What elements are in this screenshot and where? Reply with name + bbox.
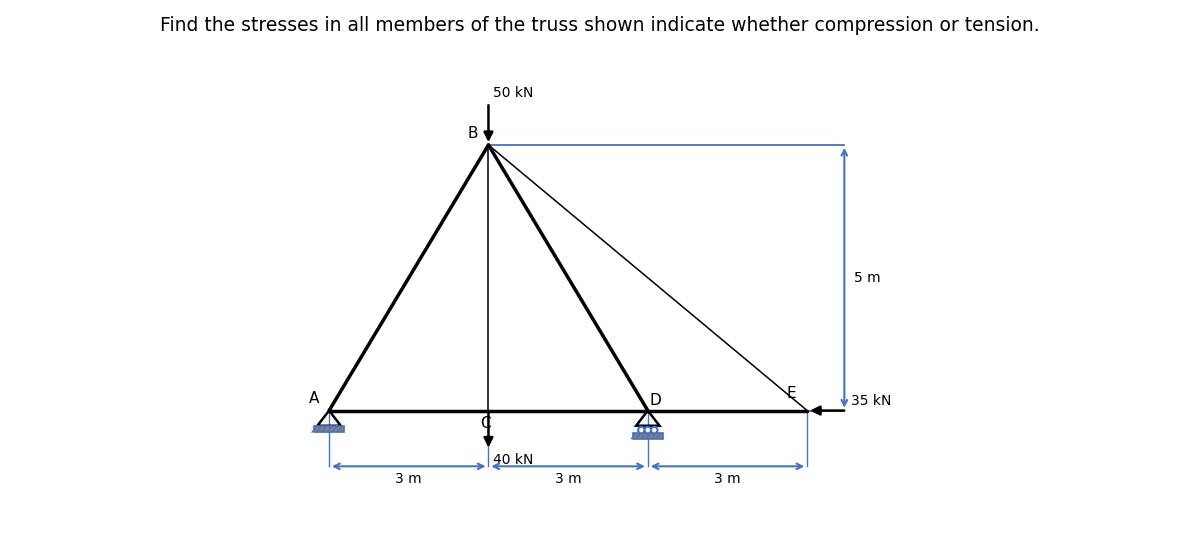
Text: A: A xyxy=(310,391,319,406)
Circle shape xyxy=(638,427,644,434)
Bar xyxy=(314,426,344,432)
Text: D: D xyxy=(650,393,661,408)
Text: Find the stresses in all members of the truss shown indicate whether compression: Find the stresses in all members of the … xyxy=(160,16,1040,35)
Text: E: E xyxy=(786,386,796,401)
Bar xyxy=(632,434,664,438)
Text: C: C xyxy=(480,416,491,431)
Text: 3 m: 3 m xyxy=(554,472,582,486)
Text: 35 kN: 35 kN xyxy=(851,394,892,408)
Circle shape xyxy=(644,427,652,434)
Circle shape xyxy=(650,427,658,434)
Text: B: B xyxy=(467,126,478,141)
Text: 50 kN: 50 kN xyxy=(493,86,533,100)
Text: 5 m: 5 m xyxy=(854,271,881,285)
Text: 3 m: 3 m xyxy=(714,472,740,486)
Text: 40 kN: 40 kN xyxy=(493,453,533,467)
Text: 3 m: 3 m xyxy=(396,472,422,486)
